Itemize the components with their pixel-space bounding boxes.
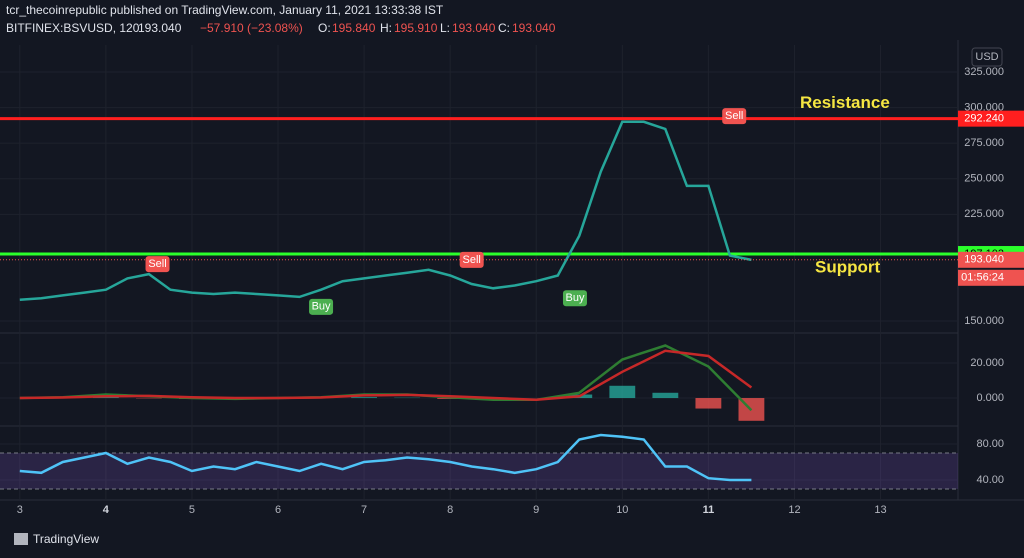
signal-label: Sell	[463, 254, 481, 266]
histogram-bar	[437, 398, 464, 399]
y-tick-label: 0.000	[976, 392, 1004, 404]
y-tick-label: 275.000	[964, 137, 1004, 149]
brand-logo	[14, 533, 28, 545]
signal-tag	[309, 298, 334, 315]
histogram-bar	[695, 398, 722, 409]
y-tick-label: 40.00	[976, 474, 1004, 486]
y-tick-label: 300.000	[964, 102, 1004, 114]
x-tick-label: 5	[189, 504, 195, 516]
last-price: 193.040	[138, 21, 182, 35]
x-tick-label: 9	[533, 504, 539, 516]
level-name: Support	[815, 258, 880, 277]
series-line	[19, 120, 752, 301]
x-tick-label: 3	[17, 504, 23, 516]
signal-label: Buy	[312, 301, 331, 313]
timer-tag	[958, 269, 1024, 286]
histogram-bar	[652, 392, 679, 399]
x-tick-label: 10	[616, 504, 628, 516]
y-tick-label: 225.000	[964, 208, 1004, 220]
h-label: H:	[380, 21, 392, 35]
histogram-bar	[351, 397, 378, 399]
level-value: 292.240	[964, 113, 1004, 125]
open: 195.840	[332, 21, 376, 35]
high: 195.910	[394, 21, 438, 35]
x-tick-label: 13	[874, 504, 886, 516]
x-tick-label: 11	[703, 504, 715, 516]
change: −57.910 (−23.08%)	[200, 21, 303, 35]
x-tick-label: 4	[103, 504, 110, 516]
l-label: L:	[440, 21, 450, 35]
x-tick-label: 12	[788, 504, 800, 516]
y-tick-label: 150.000	[964, 315, 1004, 327]
y-tick-label: 20.000	[970, 357, 1004, 369]
signal-label: Sell	[148, 258, 166, 270]
series-line	[19, 433, 752, 482]
o-label: O:	[318, 21, 331, 35]
current-value: 193.040	[964, 254, 1004, 266]
currency: USD	[975, 51, 998, 63]
signal-tag	[722, 108, 747, 125]
timer: 01:56:24	[961, 272, 1004, 284]
publisher: tcr_thecoinrepublic published on Trading…	[6, 3, 444, 17]
x-tick-label: 7	[361, 504, 367, 516]
signal-tag	[562, 290, 587, 307]
brand: TradingView	[33, 532, 99, 546]
x-tick-label: 6	[275, 504, 281, 516]
level-name: Resistance	[800, 93, 890, 112]
signal-tag	[459, 251, 484, 268]
x-tick-label: 8	[447, 504, 453, 516]
current-tag	[958, 251, 1024, 268]
currency-box	[971, 47, 1003, 67]
signal-tag	[145, 256, 170, 273]
symbol: BITFINEX:BSVUSD, 120	[6, 21, 140, 35]
signal-label: Buy	[565, 292, 584, 304]
close: 193.040	[512, 21, 556, 35]
y-tick-label: 250.000	[964, 173, 1004, 185]
y-tick-label: 325.000	[964, 66, 1004, 78]
c-label: C:	[498, 21, 510, 35]
signal-label: Sell	[725, 110, 743, 122]
level-tag	[958, 110, 1024, 127]
low: 193.040	[452, 21, 496, 35]
histogram-bar	[609, 385, 636, 399]
series-line	[19, 349, 753, 402]
y-tick-label: 80.00	[976, 438, 1004, 450]
